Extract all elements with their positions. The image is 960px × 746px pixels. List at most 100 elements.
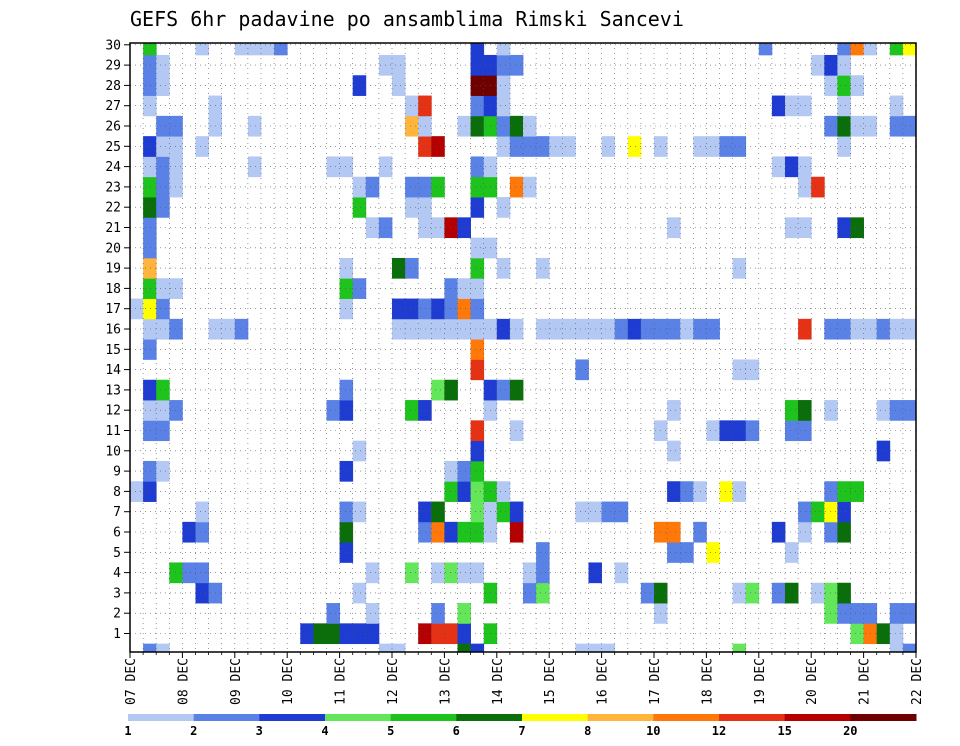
y-tick-label: 5 — [113, 546, 121, 561]
x-tick-label: 10 DEC — [281, 658, 296, 705]
heatmap-cell — [234, 318, 249, 340]
heatmap-cell — [418, 501, 432, 523]
heatmap-cell — [169, 278, 183, 299]
heatmap-cell — [457, 643, 471, 653]
heatmap-cell — [824, 75, 838, 96]
heatmap-cell — [601, 501, 616, 523]
colorbar-label: 4 — [321, 724, 328, 738]
heatmap-cell — [837, 43, 851, 56]
colorbar-swatch — [128, 714, 195, 721]
heatmap-cell — [392, 318, 406, 340]
heatmap-cell — [850, 217, 864, 239]
heatmap-cell — [732, 359, 747, 381]
heatmap-cell — [143, 643, 157, 653]
heatmap-cell — [824, 115, 838, 137]
heatmap-cell — [457, 481, 471, 502]
heatmap-cell — [261, 43, 275, 56]
heatmap-cell — [431, 562, 445, 584]
heatmap-cell — [418, 298, 432, 320]
heatmap-cell — [902, 643, 917, 653]
heatmap-cell — [143, 237, 157, 259]
heatmap-cell — [889, 400, 904, 421]
heatmap-cell — [431, 623, 445, 645]
heatmap-cell — [902, 603, 917, 624]
heatmap-cells — [130, 43, 917, 653]
heatmap-cell — [143, 460, 157, 482]
heatmap-cell — [156, 278, 170, 299]
heatmap-cell — [496, 136, 511, 157]
heatmap-cell — [824, 501, 838, 523]
heatmap-cell — [876, 400, 891, 421]
heatmap-cell — [392, 643, 406, 653]
heatmap-cell — [627, 318, 642, 340]
colorbar-label: 5 — [387, 724, 394, 738]
heatmap-cell — [509, 176, 524, 198]
heatmap-cell — [392, 257, 406, 279]
heatmap-cell — [352, 623, 367, 645]
heatmap-cell — [457, 562, 471, 584]
heatmap-cell — [798, 95, 812, 117]
heatmap-cell — [889, 643, 904, 653]
colorbar-label: 15 — [777, 724, 791, 738]
heatmap-cell — [771, 156, 786, 178]
heatmap-cell — [496, 197, 511, 218]
heatmap-cell — [536, 542, 550, 563]
heatmap-cell — [431, 217, 445, 239]
heatmap-cell — [431, 298, 445, 320]
y-tick-label: 19 — [105, 262, 121, 277]
heatmap-cell — [509, 115, 524, 137]
heatmap-cell — [156, 115, 170, 137]
heatmap-cell — [536, 318, 550, 340]
heatmap-cell — [824, 54, 838, 76]
y-axis-ticks: 1234567891011121314151617181920212223242… — [105, 38, 130, 642]
heatmap-cell — [745, 420, 760, 442]
heatmap-cell — [837, 501, 851, 523]
heatmap-cell — [365, 562, 380, 584]
y-tick-label: 13 — [105, 383, 121, 398]
heatmap-cell — [169, 156, 183, 178]
heatmap-cell — [680, 481, 694, 502]
heatmap-cell — [352, 197, 367, 218]
heatmap-cell — [798, 176, 812, 198]
x-tick-label: 13 DEC — [438, 658, 453, 705]
heatmap-cell — [431, 379, 445, 401]
heatmap-cell — [667, 521, 681, 543]
heatmap-cell — [470, 440, 485, 462]
heatmap-cell — [339, 460, 354, 482]
y-tick-label: 24 — [105, 160, 121, 175]
heatmap-cell — [365, 603, 380, 624]
heatmap-cell — [169, 562, 183, 584]
heatmap-cell — [601, 136, 616, 157]
heatmap-cell — [523, 115, 537, 137]
heatmap-cell — [889, 115, 904, 137]
heatmap-cell — [195, 501, 209, 523]
colorbar-label: 6 — [453, 724, 460, 738]
heatmap-cell — [274, 43, 288, 56]
heatmap-cell — [523, 136, 537, 157]
heatmap-cell — [771, 95, 786, 117]
heatmap-cell — [470, 501, 485, 523]
heatmap-cell — [352, 278, 367, 299]
heatmap-cell — [850, 115, 864, 137]
heatmap-cell — [457, 460, 471, 482]
heatmap-cell — [392, 298, 406, 320]
colorbar-label: 12 — [712, 724, 726, 738]
heatmap-cell — [169, 400, 183, 421]
heatmap-cell — [392, 54, 406, 76]
y-tick-label: 10 — [105, 444, 121, 459]
heatmap-cell — [785, 582, 799, 604]
heatmap-cell — [627, 136, 642, 157]
heatmap-cell — [496, 115, 511, 137]
chart-title: GEFS 6hr padavine po ansamblima Rimski S… — [130, 7, 684, 31]
heatmap-cell — [811, 176, 825, 198]
heatmap-cell — [470, 318, 485, 340]
heatmap-cell — [601, 643, 616, 653]
heatmap-cell — [889, 95, 904, 117]
heatmap-cell — [169, 136, 183, 157]
heatmap-cell — [470, 237, 485, 259]
heatmap-cell — [444, 562, 458, 584]
heatmap-cell — [680, 542, 694, 563]
colorbar-label: 7 — [518, 724, 525, 738]
heatmap-cell — [339, 623, 354, 645]
y-tick-label: 11 — [105, 424, 121, 439]
